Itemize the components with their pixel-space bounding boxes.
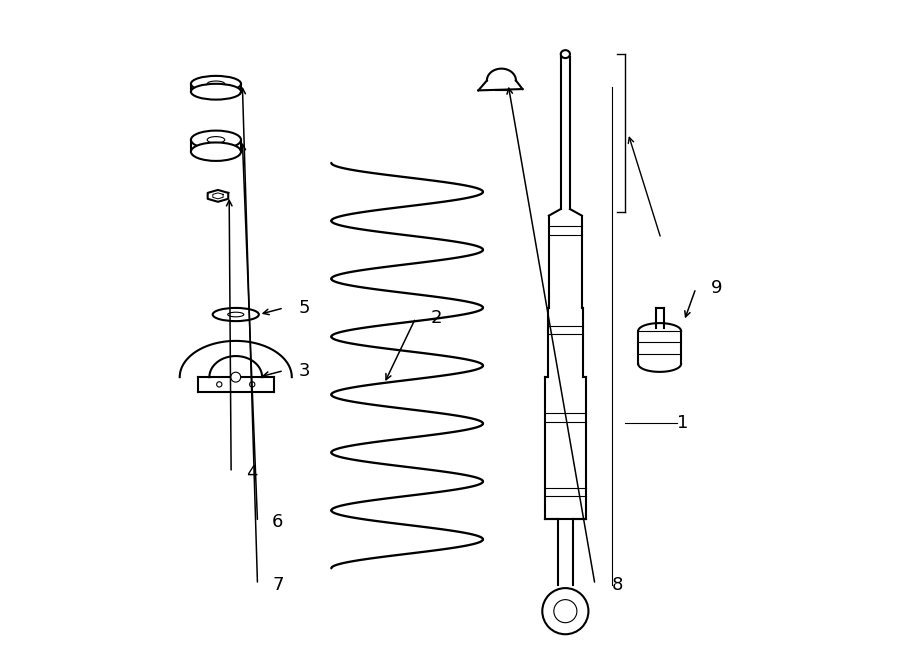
Text: 5: 5 bbox=[299, 299, 310, 317]
Ellipse shape bbox=[561, 50, 570, 58]
Ellipse shape bbox=[191, 142, 241, 161]
Ellipse shape bbox=[230, 372, 240, 382]
Ellipse shape bbox=[212, 308, 259, 321]
Ellipse shape bbox=[191, 130, 241, 149]
Text: 2: 2 bbox=[430, 308, 442, 327]
Text: 6: 6 bbox=[272, 513, 284, 531]
Text: 7: 7 bbox=[272, 576, 284, 594]
Text: 4: 4 bbox=[246, 464, 257, 482]
Ellipse shape bbox=[543, 588, 589, 634]
Ellipse shape bbox=[191, 84, 241, 99]
Text: 9: 9 bbox=[710, 279, 722, 297]
Ellipse shape bbox=[207, 136, 225, 143]
Ellipse shape bbox=[228, 312, 244, 317]
Text: 8: 8 bbox=[611, 576, 623, 594]
Ellipse shape bbox=[207, 81, 225, 87]
Text: 1: 1 bbox=[678, 414, 688, 432]
Text: 3: 3 bbox=[299, 361, 310, 379]
Ellipse shape bbox=[191, 76, 241, 92]
